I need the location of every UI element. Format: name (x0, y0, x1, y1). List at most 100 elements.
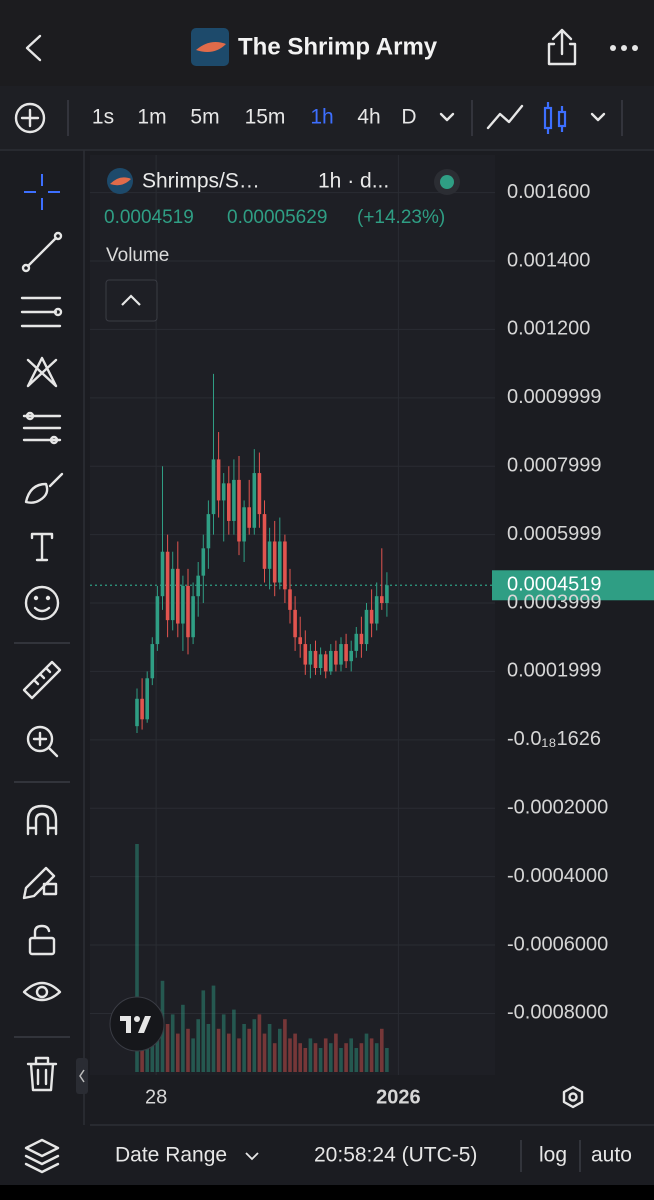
interval-button[interactable]: 1h (310, 106, 333, 129)
log-toggle[interactable]: log (539, 1144, 567, 1167)
volume-bar (385, 1048, 389, 1072)
delete-tool[interactable] (26, 1056, 58, 1092)
candle-body (364, 609, 369, 645)
collapse-legend-button[interactable] (105, 279, 158, 322)
interval-dropdown[interactable] (439, 112, 455, 122)
clock: 20:58:24 (UTC-5) (314, 1144, 477, 1167)
candle-body (176, 568, 180, 624)
volume-bar (267, 1024, 272, 1072)
pattern-tool[interactable] (26, 356, 58, 388)
emoji-tool[interactable] (24, 585, 60, 621)
volume-bar (272, 1043, 277, 1072)
volume-bar (308, 1038, 313, 1072)
last-price-label: 0.0004519 (507, 574, 602, 596)
candle-body (354, 633, 359, 651)
candle-body (298, 637, 302, 645)
candle-body (344, 644, 348, 662)
left-toolbar (14, 174, 88, 1174)
candle-body (196, 575, 200, 597)
y-tick-label: 0.0007999 (507, 455, 602, 477)
volume-bar (318, 1048, 323, 1072)
y-tick-label: -0.0006000 (507, 933, 608, 955)
volume-bar (323, 1038, 328, 1072)
y-tick-label: -0.0004000 (507, 865, 608, 887)
x-tick-label: 2026 (376, 1086, 421, 1108)
prediction-tool[interactable] (22, 411, 62, 445)
legend-price: 0.0004519 (104, 207, 194, 228)
interval-button[interactable]: 4h (357, 106, 380, 129)
tv-logo[interactable] (109, 996, 165, 1052)
interval-button[interactable]: 5m (190, 106, 219, 129)
collapse-toolbar[interactable] (76, 1058, 88, 1094)
volume-bar (313, 1043, 318, 1072)
lock-drawings-tool[interactable] (22, 866, 58, 900)
symbol-icon-shape (110, 177, 131, 186)
volume-bar (237, 1038, 241, 1072)
chart-type-dropdown[interactable] (590, 112, 606, 122)
share-button[interactable] (547, 28, 577, 66)
line-chart-button[interactable] (486, 104, 524, 130)
candle-body (211, 459, 216, 515)
visibility-tool[interactable] (22, 981, 62, 1002)
ruler-tool[interactable] (22, 660, 62, 700)
volume-bar (329, 1043, 333, 1072)
volume-bar (354, 1048, 359, 1072)
trend-line-tool[interactable] (21, 231, 63, 273)
candle-body (359, 633, 364, 645)
candle-body (262, 514, 267, 569)
volume-bar (247, 1028, 251, 1072)
auto-toggle[interactable]: auto (591, 1144, 632, 1167)
candle-body (165, 551, 170, 621)
legend-change-pct: (+14.23%) (357, 207, 445, 228)
settings-button[interactable] (562, 1085, 584, 1109)
avatar (191, 28, 229, 66)
magnet-tool[interactable] (26, 804, 58, 836)
candle-body (227, 483, 231, 521)
zoom-tool[interactable] (26, 725, 59, 758)
volume-bar (369, 1038, 374, 1072)
candle-chart-button[interactable] (543, 102, 567, 134)
volume-bar (374, 1043, 379, 1072)
candle-body (160, 551, 165, 597)
candle-body (181, 585, 185, 624)
volume-bar (227, 1033, 231, 1072)
lock-tool[interactable] (28, 924, 56, 956)
interval-button[interactable]: 1m (137, 106, 166, 129)
collapse-icon (121, 294, 141, 306)
candle-body (247, 507, 251, 528)
volume-label: Volume (106, 245, 169, 266)
layers-button[interactable] (24, 1138, 60, 1174)
candle-body (278, 541, 282, 583)
fib-tool[interactable] (20, 296, 63, 328)
candle-body (318, 654, 323, 669)
interval-button[interactable]: 15m (245, 106, 286, 129)
volume-bar (380, 1028, 384, 1072)
symbol-name[interactable]: Shrimps/S… (142, 170, 260, 193)
back-button[interactable] (25, 34, 42, 62)
volume-bar (150, 1028, 155, 1072)
text-tool[interactable] (30, 532, 54, 562)
crosshair-tool[interactable] (24, 174, 60, 210)
more-button[interactable] (610, 45, 638, 51)
candle-body (252, 473, 257, 528)
candle-body (135, 698, 139, 727)
volume-bar (216, 1028, 221, 1072)
candle-body (155, 596, 160, 645)
last-price-tag: 0.0004519 (492, 570, 654, 601)
interval-button[interactable]: D (401, 106, 416, 129)
volume-bar (211, 985, 216, 1072)
candle-body (329, 650, 333, 672)
legend-change: 0.00005629 (227, 207, 327, 228)
candle-body (221, 483, 226, 501)
legend: Shrimps/S… 1h · d... 0.0004519 0.0000562… (104, 168, 460, 322)
brush-tool[interactable] (24, 472, 64, 504)
candle-body (191, 596, 195, 638)
header-bar (0, 0, 654, 86)
candles (135, 373, 389, 733)
add-indicator-button[interactable] (14, 102, 46, 134)
interval-button[interactable]: 1s (92, 106, 114, 129)
y-tick-label: -0.0002000 (507, 797, 608, 819)
volume-bar (288, 1038, 292, 1072)
date-range-button[interactable]: Date Range (115, 1144, 227, 1167)
